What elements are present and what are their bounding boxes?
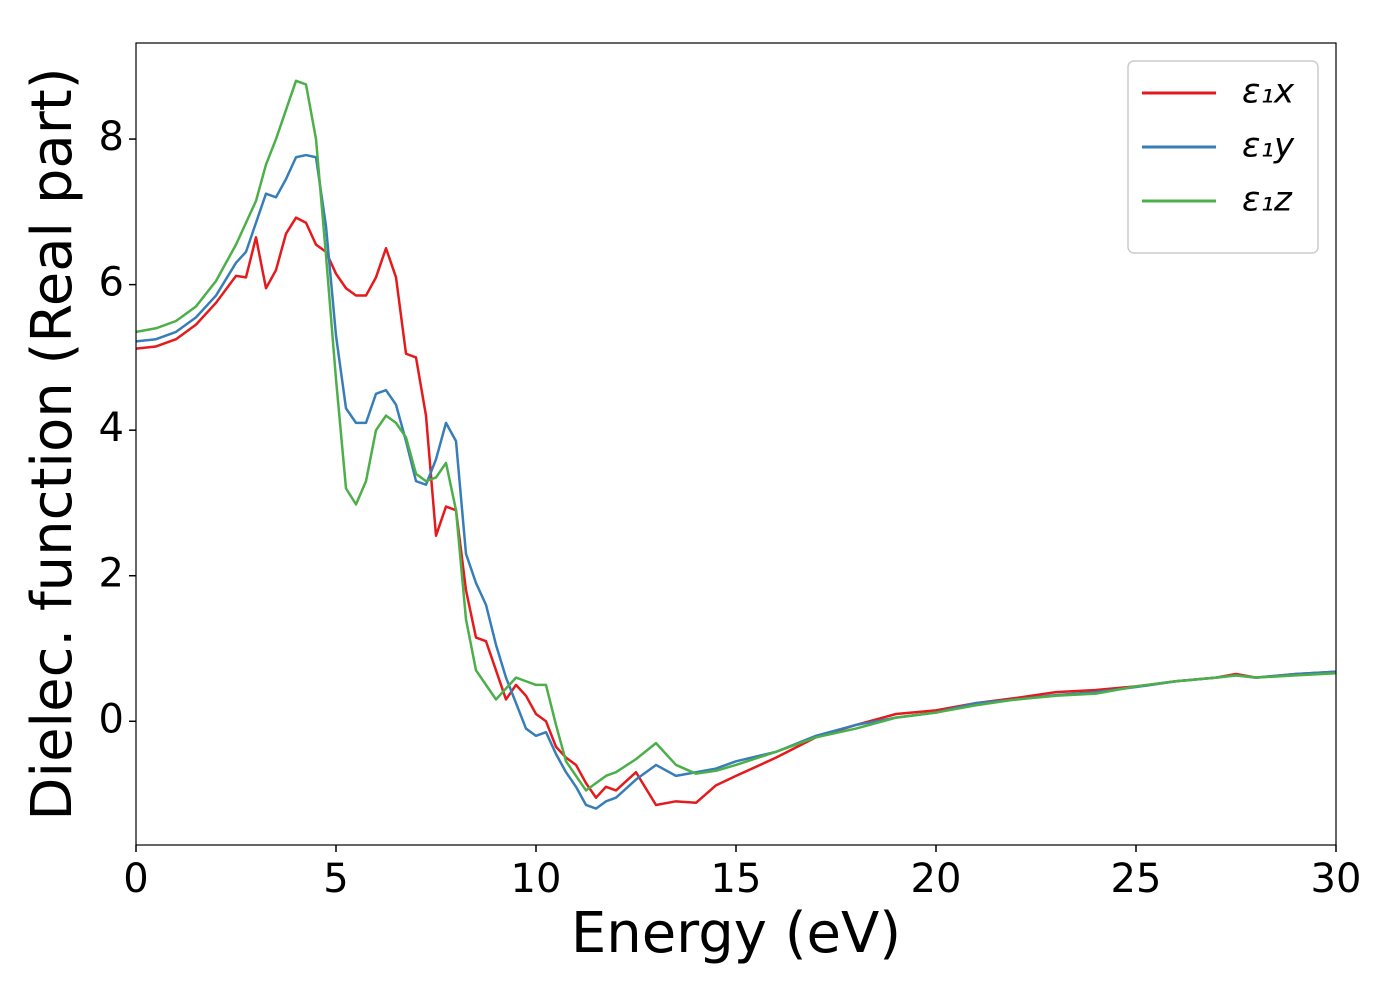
legend-label: ε₁z bbox=[1242, 180, 1293, 220]
data-line bbox=[136, 79, 1336, 792]
x-tick-label: 0 bbox=[123, 856, 148, 902]
legend-label: ε₁y bbox=[1242, 126, 1295, 166]
y-tick-label: 8 bbox=[99, 114, 124, 160]
x-tick-label: 20 bbox=[911, 856, 962, 902]
y-tick-label: 0 bbox=[99, 696, 124, 742]
y-tick-label: 2 bbox=[99, 551, 124, 597]
plot-frame bbox=[135, 42, 1337, 846]
x-tick-label: 10 bbox=[511, 856, 562, 902]
x-tick-label: 15 bbox=[711, 856, 762, 902]
x-tick-label: 25 bbox=[1111, 856, 1162, 902]
y-axis-label: Dielec. function (Real part) bbox=[20, 67, 85, 820]
legend-box bbox=[1127, 60, 1319, 254]
legend-label: ε₁x bbox=[1242, 72, 1295, 112]
y-tick-label: 4 bbox=[99, 405, 124, 451]
x-axis-label: Energy (eV) bbox=[571, 901, 901, 966]
x-tick-label: 30 bbox=[1311, 856, 1362, 902]
y-tick-label: 6 bbox=[99, 260, 124, 306]
x-tick-label: 5 bbox=[323, 856, 348, 902]
